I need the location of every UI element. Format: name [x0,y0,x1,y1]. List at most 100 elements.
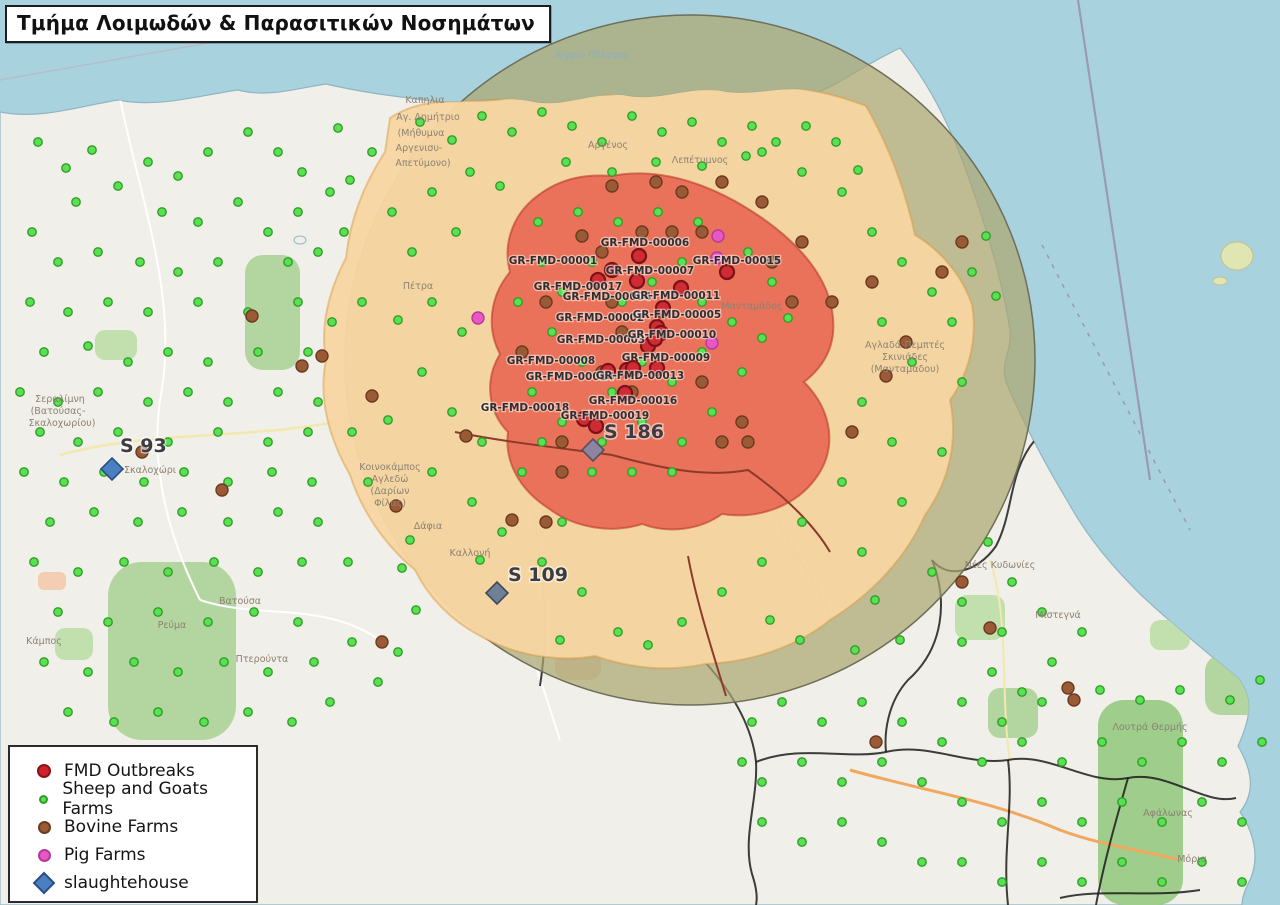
place-label: Ρεύμα [158,620,187,631]
bovine-farm-dot [695,225,709,239]
bovine-farm-dot [459,429,473,443]
bovine-farm-dot [555,465,569,479]
slaughterhouse-legend-icon [32,871,56,895]
bovine-farm-dot [865,275,879,289]
sheep-goat-farm-dot [957,597,967,607]
islet [1220,241,1254,271]
place-label: Κοινοκάμπος [359,462,420,473]
sheep-goat-farm-dots [15,107,1267,887]
sheep-goat-farm-dot [765,615,775,625]
sheep-goat-farm-dot [119,557,129,567]
bovine-farm-dot [955,235,969,249]
sheep-goat-farm-dot [947,317,957,327]
sheep-goat-farm-dot [297,167,307,177]
sheep-goat-farm-dot [313,397,323,407]
fmd-outbreak-dot [575,410,593,428]
sheep-goat-farm-dot [59,477,69,487]
sheep-goat-farm-dot [309,657,319,667]
sheep-goat-farm-dot [693,217,703,227]
sheep-goat-farm-dot [339,227,349,237]
sheep-goat-farm-dot [73,437,83,447]
legend-item-label: slaughtehouse [64,873,189,893]
sheep-goat-farm-dot [87,145,97,155]
sheep-goat-farm-dot [697,161,707,171]
sheep-goat-farm-dot [219,657,229,667]
fmd-outbreak-dot [616,384,634,402]
place-label: Αγλεδώ [372,474,409,485]
sheep-goat-farm-dot [647,277,657,287]
sheep-goat-farm-dot [203,147,213,157]
pig-farm-dot [705,336,719,350]
sheep-goat-farm-dot [163,347,173,357]
farm-legend-icon [37,764,51,778]
sheep-goat-farm-dot [1255,675,1265,685]
sheep-goat-farm-dot [347,427,357,437]
place-label: (Μανταμάδου) [871,364,940,375]
sheep-goat-farm-dot [997,627,1007,637]
sheep-goat-farm-dot [83,667,93,677]
legend-item-label: Sheep and Goats Farms [62,779,208,819]
sheep-goat-farm-dot [727,317,737,327]
sheep-goat-farm-dot [917,777,927,787]
fmd-outbreak-dot [628,272,646,290]
bovine-farm-dot [245,309,259,323]
sheep-goat-farm-dot [507,127,517,137]
pig-farm-dot [471,311,485,325]
bovine-farm-dot [555,435,569,449]
place-label: Σκαλοχώρι [124,465,176,476]
sheep-goat-farm-dot [103,297,113,307]
fmd-outbreak-dot [599,362,617,380]
bovine-farm-dot [935,265,949,279]
sheep-goat-farm-dot [1047,657,1057,667]
sheep-goat-farm-dot [537,437,547,447]
sheep-goat-farm-dot [475,555,485,565]
sheep-goat-farm-dot [537,257,547,267]
sheep-goat-farm-dot [63,707,73,717]
sheep-goat-farm-dot [757,557,767,567]
bovine-farm-dot [741,435,755,449]
sheep-goat-farm-dot [367,147,377,157]
sheep-goat-farm-dot [83,341,93,351]
sheep-goat-farm-dot [1097,737,1107,747]
legend-item-label: FMD Outbreaks [64,761,195,781]
place-label: Μανταμάδος [721,301,782,312]
sheep-goat-farm-dot [415,117,425,127]
sheep-goat-farm-dot [1077,817,1087,827]
fmd-outbreak-dot [718,263,736,281]
sheep-goat-farm-dot [303,427,313,437]
sheep-goat-farm-dot [917,857,927,867]
sheep-goat-farm-dot [407,247,417,257]
bovine-farm-dot [635,225,649,239]
sheep-goat-farm-dot [1037,857,1047,867]
sheep-goat-farm-dot [313,517,323,527]
sheep-goat-farm-dot [343,557,353,567]
sheep-goat-farm-dot [411,605,421,615]
page-title: Τμήμα Λοιμωδών & Παρασιτικών Νοσημάτων [5,5,552,43]
bovine-farm-dot [899,335,913,349]
sheep-goat-farm-dot [223,477,233,487]
sea-label: Αιγαίο Πέλαγος [554,50,630,61]
sheep-goat-farm-dot [39,657,49,667]
sheep-goat-farm-dot [333,123,343,133]
place-label: Αγλαδά-Πεμπτές [865,340,945,351]
sheep-goat-farm-dot [777,697,787,707]
sheep-goat-farm-dot [33,137,43,147]
sheep-goat-farm-dot [797,517,807,527]
place-label: Σεραλίμνη [35,394,85,405]
sheep-goat-farm-dot [73,567,83,577]
sheep-goat-farm-dot [637,417,647,427]
fmd-outbreak-label: GR-FMD-00014 [526,371,614,383]
slaughterhouse-markers: S 93 S 109 S 186 [99,420,665,606]
sheep-goat-farm-dot [870,595,880,605]
sheep-goat-farm-dot [273,387,283,397]
sheep-goat-farm-dot [213,427,223,437]
sheep-goat-farm-dot [283,257,293,267]
sheep-goat-farm-dot [45,517,55,527]
sheep-goat-farm-dot [347,637,357,647]
sheep-goat-farm-dot [15,387,25,397]
sheep-goat-farm-dot [957,797,967,807]
sheep-goat-farm-dot [1137,757,1147,767]
sheep-goat-farm-dot [427,297,437,307]
fmd-outbreak-label: GR-FMD-00003 [557,334,645,346]
sheep-goat-farm-dot [797,837,807,847]
